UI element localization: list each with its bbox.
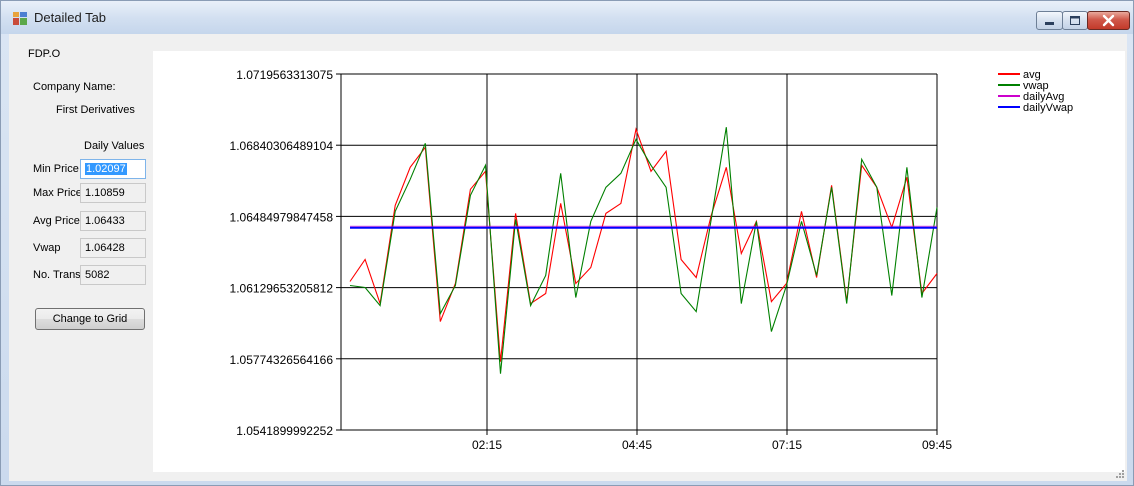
- minimize-icon: [1045, 22, 1054, 25]
- x-tick-label: 02:15: [472, 438, 502, 452]
- app-icon: [13, 12, 27, 25]
- no-trans-value: 5082: [85, 269, 110, 281]
- chart-area: 1.0719563313075 1.06840306489104 1.0648497…: [153, 51, 1125, 472]
- max-price-label: Max Price: [33, 187, 82, 199]
- client-area: FDP.O Company Name: First Derivatives Da…: [9, 34, 1127, 481]
- company-name-value: First Derivatives: [56, 104, 135, 116]
- max-price-value: 1.10859: [85, 187, 125, 199]
- legend-label-vwap: vwap: [1023, 80, 1049, 92]
- close-icon: [1102, 14, 1115, 27]
- close-button[interactable]: [1087, 11, 1130, 30]
- max-price-field[interactable]: 1.10859: [80, 183, 146, 203]
- legend-label-dailyAvg: dailyAvg: [1023, 91, 1064, 103]
- min-price-value: 1.02097: [85, 163, 127, 175]
- company-name-label: Company Name:: [33, 81, 116, 93]
- y-tick-label: 1.0719563313075: [236, 68, 333, 82]
- avg-price-field[interactable]: 1.06433: [80, 211, 146, 231]
- y-tick-label: 1.06129653205812: [230, 282, 334, 296]
- vwap-value: 1.06428: [85, 242, 125, 254]
- minimize-button[interactable]: [1036, 11, 1063, 30]
- y-tick-label: 1.06840306489104: [230, 139, 334, 153]
- no-trans-label: No. Trans: [33, 269, 81, 281]
- legend-label-dailyVwap: dailyVwap: [1023, 102, 1073, 114]
- y-tick-label: 1.06484979847458: [230, 210, 334, 224]
- maximize-icon: [1070, 16, 1080, 25]
- vwap-field[interactable]: 1.06428: [80, 238, 146, 258]
- series-line-vwap: [349, 127, 938, 374]
- daily-values-header: Daily Values: [84, 140, 145, 152]
- x-tick-label: 09:45: [922, 438, 952, 452]
- vwap-label: Vwap: [33, 242, 61, 254]
- avg-price-label: Avg Price: [33, 215, 80, 227]
- y-tick-label: 1.0541899992252: [236, 424, 333, 438]
- change-to-grid-button[interactable]: Change to Grid: [35, 308, 145, 330]
- price-chart: 1.0719563313075 1.06840306489104 1.0648497…: [230, 68, 1074, 452]
- min-price-label: Min Price: [33, 163, 79, 175]
- maximize-button[interactable]: [1062, 11, 1088, 30]
- legend-label-avg: avg: [1023, 69, 1041, 81]
- x-tick-label: 07:15: [772, 438, 802, 452]
- ticker-label: FDP.O: [28, 48, 61, 60]
- avg-price-value: 1.06433: [85, 215, 125, 227]
- window-title: Detailed Tab: [34, 10, 107, 25]
- series-line-avg: [349, 127, 938, 362]
- x-tick-label: 04:45: [622, 438, 652, 452]
- title-bar[interactable]: Detailed Tab: [1, 1, 1133, 34]
- min-price-field[interactable]: 1.02097: [80, 159, 146, 179]
- y-tick-label: 1.05774326564166: [230, 353, 334, 367]
- no-trans-field[interactable]: 5082: [80, 265, 146, 285]
- resize-grip-icon[interactable]: [1113, 467, 1125, 479]
